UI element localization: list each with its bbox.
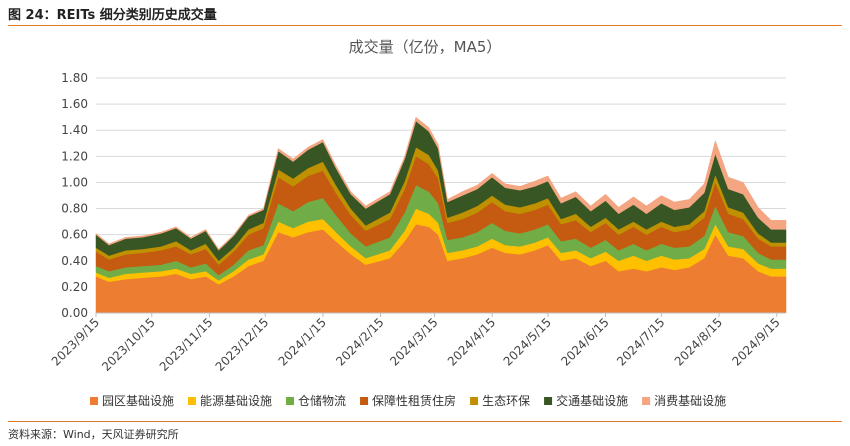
x-tick-label: 2023/12/15 — [213, 315, 272, 374]
figure-title: 图 24：REITs 细分类别历史成交量 — [8, 8, 217, 23]
legend-swatch-0 — [90, 397, 98, 405]
legend-label-2: 仓储物流 — [298, 393, 346, 408]
y-tick-label: 1.80 — [61, 71, 88, 85]
bottom-rule — [8, 421, 842, 422]
y-tick-label: 1.60 — [61, 97, 88, 111]
series-areas — [95, 116, 787, 314]
y-tick-label: 1.20 — [61, 149, 88, 163]
series-area-6 — [95, 116, 787, 251]
x-tick-label: 2024/6/15 — [558, 315, 611, 368]
source-note: 资料来源：Wind，天风证券研究所 — [8, 428, 179, 441]
x-tick-label: 2023/9/15 — [49, 315, 102, 368]
legend-swatch-5 — [544, 397, 553, 405]
legend-swatch-6 — [642, 397, 651, 405]
x-tick-label: 2024/5/15 — [501, 315, 554, 368]
top-rule — [8, 25, 842, 26]
x-tick-label: 2024/7/15 — [614, 315, 667, 368]
y-tick-label: 0.00 — [61, 306, 88, 320]
x-tick-label: 2023/11/15 — [157, 315, 216, 374]
x-tick-label: 2024/8/15 — [672, 315, 725, 368]
x-tick-label: 2024/3/15 — [387, 315, 440, 368]
y-axis: 0.00 0.20 0.40 0.60 0.80 1.00 1.20 1.40 1.60 1.80 — [61, 71, 88, 320]
legend-label-5: 交通基础设施 — [556, 393, 628, 408]
y-tick-label: 1.00 — [61, 175, 88, 189]
legend-label-1: 能源基础设施 — [200, 394, 272, 408]
x-tick-label: 2024/1/15 — [276, 315, 329, 368]
legend-swatch-3 — [360, 397, 369, 405]
legend: 园区基础设施 能源基础设施 仓储物流 保障性租赁住房 生态环保 交通基础设施 消费基础设施 — [90, 393, 726, 408]
x-tick-label: 2024/9/15 — [729, 315, 782, 368]
y-tick-label: 0.20 — [61, 280, 88, 294]
legend-label-6: 消费基础设施 — [654, 394, 726, 408]
legend-label-4: 生态环保 — [482, 394, 530, 408]
y-tick-label: 0.80 — [61, 202, 88, 216]
legend-label-0: 园区基础设施 — [102, 394, 174, 408]
y-tick-label: 0.40 — [61, 254, 88, 268]
chart-title: 成交量（亿份，MA5） — [349, 38, 502, 56]
legend-swatch-4 — [470, 397, 479, 405]
y-tick-label: 0.60 — [61, 228, 88, 242]
legend-label-3: 保障性租赁住房 — [372, 393, 456, 408]
legend-swatch-1 — [188, 397, 197, 405]
y-tick-label: 1.40 — [61, 123, 88, 137]
x-tick-label: 2023/10/15 — [99, 315, 158, 374]
x-tick-label: 2024/4/15 — [445, 315, 498, 368]
x-tick-label: 2024/2/15 — [333, 315, 386, 368]
stacked-area-chart: 成交量（亿份，MA5） 0.00 0.20 0.40 0.60 0.80 1.00 1.20… — [49, 38, 787, 408]
legend-swatch-2 — [286, 397, 295, 405]
